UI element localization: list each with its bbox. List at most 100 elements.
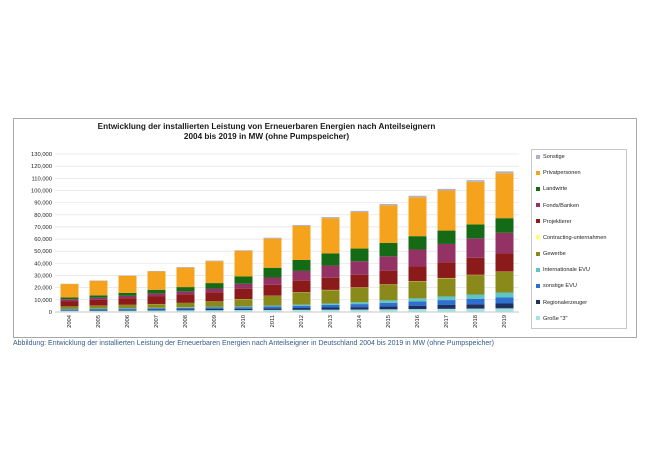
bar-segment — [321, 290, 340, 304]
bar-segment — [205, 261, 224, 284]
bar-segment — [263, 238, 282, 268]
bar-segment — [176, 307, 195, 308]
bar-segment — [292, 224, 311, 226]
bar-segment — [437, 190, 456, 231]
bar-segment — [437, 243, 456, 263]
chart-title-line1: Entwicklung der installierten Leistung v… — [97, 122, 436, 131]
bar-segment — [495, 297, 514, 304]
bar-segment — [495, 308, 514, 312]
x-tick-label: 2004 — [67, 314, 73, 328]
bar-segment — [408, 309, 427, 312]
bar-segment — [147, 310, 166, 312]
bar-segment — [89, 310, 108, 312]
x-tick-label: 2014 — [357, 314, 363, 328]
bar-segment — [234, 250, 253, 277]
chart-title-line2: 2004 bis 2019 in MW (ohne Pumpspeicher) — [183, 132, 350, 141]
y-tick-label: 0 — [49, 310, 52, 316]
bar-segment — [234, 250, 253, 251]
bar-segment — [89, 295, 108, 298]
legend-swatch — [536, 186, 540, 191]
y-tick-label: 30,000 — [34, 274, 52, 280]
bar-segment — [495, 218, 514, 233]
legend-item: Landwirte — [536, 186, 567, 193]
bar-segment — [118, 310, 137, 312]
legend-swatch — [536, 235, 540, 240]
bar-segment — [437, 296, 456, 301]
bar-segment — [350, 287, 369, 303]
bar-segment — [234, 276, 253, 284]
bar-segment — [408, 236, 427, 250]
bar-segment — [292, 309, 311, 312]
x-tick-label: 2019 — [502, 315, 508, 328]
bar-segment — [205, 292, 224, 302]
x-tick-label: 2005 — [96, 315, 102, 328]
legend-label: Fonds/Banken — [543, 202, 580, 209]
legend-item: sonstige EVU — [536, 283, 577, 290]
bar-segment — [118, 295, 137, 299]
bar-segment — [176, 310, 195, 312]
x-tick-label: 2008 — [183, 315, 189, 328]
legend-label: Internationale EVU — [543, 267, 590, 274]
bar-segment — [466, 181, 485, 225]
bar-segment — [495, 303, 514, 309]
bar-segment — [495, 253, 514, 272]
y-tick-label: 80,000 — [34, 213, 52, 219]
bar-segment — [234, 288, 253, 299]
bar-segment — [176, 309, 195, 311]
bar-segment — [292, 305, 311, 308]
bar-segment — [147, 308, 166, 310]
bar-segment — [263, 306, 282, 309]
bar-segment — [176, 291, 195, 295]
bar-segment — [176, 294, 195, 303]
bar-segment — [89, 308, 108, 310]
bar-segment — [147, 304, 166, 308]
bar-segment — [321, 253, 340, 266]
bar-segment — [379, 270, 398, 285]
x-tick-label: 2010 — [241, 315, 247, 328]
bar-segment — [350, 307, 369, 310]
bar-segment — [437, 300, 456, 305]
bar-segment — [379, 203, 398, 206]
bar-segment — [466, 275, 485, 295]
bar-segment — [263, 295, 282, 306]
chart-title: Entwicklung der installierten Leistung v… — [14, 122, 519, 142]
y-tick-label: 100,000 — [31, 188, 52, 194]
legend-label: sonstige EVU — [543, 283, 577, 290]
y-tick-label: 60,000 — [34, 237, 52, 243]
bar-segment — [234, 307, 253, 309]
bar-segment — [205, 307, 224, 309]
bar-segment — [350, 274, 369, 288]
bar-segment — [89, 309, 108, 311]
chart-frame: Entwicklung der installierten Leistung v… — [13, 118, 637, 338]
bar-segment — [321, 304, 340, 308]
bar-segment — [466, 257, 485, 275]
bar-segment — [292, 280, 311, 293]
bar-segment — [234, 310, 253, 312]
bar-segment — [408, 305, 427, 310]
legend-swatch — [536, 251, 540, 256]
bar-segment — [176, 267, 195, 288]
bar-segment — [205, 306, 224, 308]
bar-segment — [321, 265, 340, 278]
bar-segment — [321, 217, 340, 219]
bar-segment — [466, 180, 485, 182]
bar-segment — [408, 195, 427, 198]
legend-label: Landwirte — [543, 186, 568, 193]
bar-segment — [176, 287, 195, 292]
x-tick-label: 2016 — [415, 315, 421, 328]
legend-item: Privatpersonen — [536, 170, 581, 177]
bar-segment — [234, 299, 253, 307]
x-tick-label: 2018 — [473, 315, 479, 328]
bar-segment — [118, 304, 137, 309]
legend-label: Privatpersonen — [543, 170, 581, 177]
y-tick-label: 10,000 — [34, 298, 52, 304]
bar-segment — [350, 261, 369, 275]
bar-segment — [437, 262, 456, 278]
bar-segment — [292, 292, 311, 305]
bar-segment — [466, 224, 485, 239]
y-tick-label: 40,000 — [34, 261, 52, 267]
legend-label: Gewerbe — [543, 251, 566, 258]
bar-segment — [89, 305, 108, 309]
bar-segment — [89, 297, 108, 300]
y-tick-label: 20,000 — [34, 286, 52, 292]
